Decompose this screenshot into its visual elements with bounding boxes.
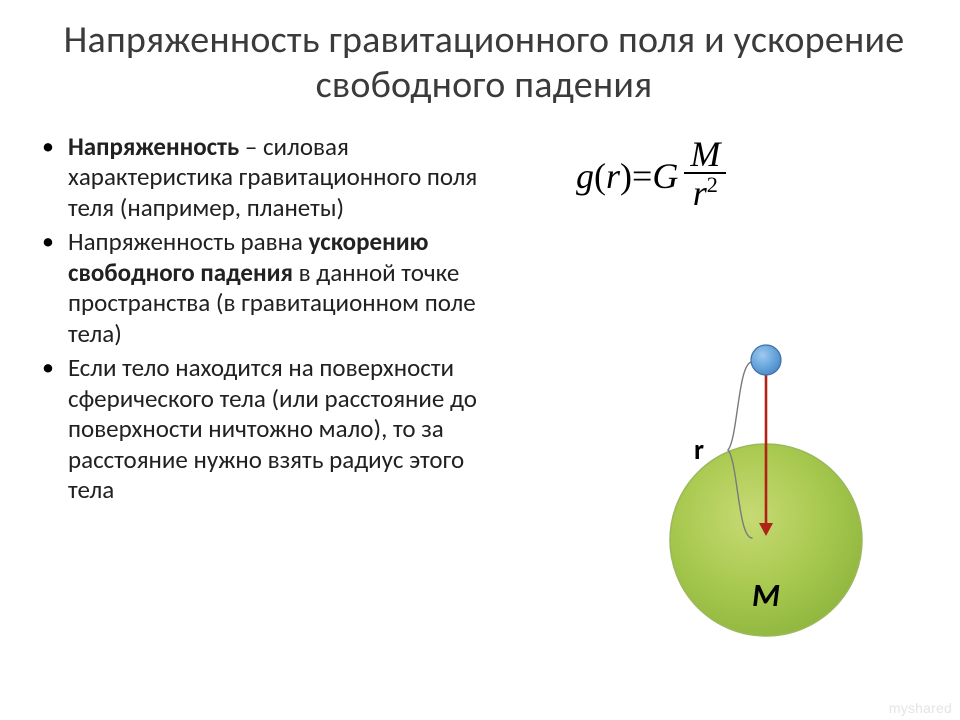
- bullet-1-bold: Напряженность: [68, 131, 239, 162]
- bullet-1: Напряженность – силовая характеристика г…: [64, 132, 508, 224]
- bullet-3: Если тело находится на поверхности сфери…: [64, 353, 508, 506]
- formula-denominator: r2: [687, 174, 724, 214]
- bullet-2-prefix: Напряженность равна: [68, 226, 309, 257]
- formula-den-r: r: [693, 173, 707, 213]
- formula-fraction: Mr2: [684, 136, 726, 214]
- formula-G: G: [652, 155, 678, 197]
- content-row: Напряженность – силовая характеристика г…: [40, 132, 928, 510]
- formula-close: ): [620, 155, 632, 197]
- formula-eq: =: [632, 155, 652, 197]
- bullet-list: Напряженность – силовая характеристика г…: [40, 132, 508, 510]
- label-r: r: [694, 432, 704, 467]
- body-circle: [751, 345, 781, 375]
- slide-title: Напряженность гравитационного поля и уск…: [40, 18, 928, 108]
- slide: Напряженность гравитационного поля и уск…: [0, 0, 960, 720]
- bullet-3-text: Если тело находится на поверхности сфери…: [68, 352, 477, 505]
- label-m: M: [752, 576, 780, 615]
- right-column: g(r) = GMr2: [536, 132, 928, 510]
- formula-open: (: [594, 155, 606, 197]
- formula-r: r: [606, 155, 620, 197]
- watermark: myshared: [889, 700, 952, 716]
- diagram: r M: [656, 340, 886, 640]
- formula-den-exp: 2: [707, 172, 718, 197]
- formula: g(r) = GMr2: [576, 138, 726, 216]
- formula-numerator: M: [684, 136, 726, 172]
- bullet-2: Напряженность равна ускорению свободного…: [64, 227, 508, 349]
- formula-g: g: [576, 155, 594, 197]
